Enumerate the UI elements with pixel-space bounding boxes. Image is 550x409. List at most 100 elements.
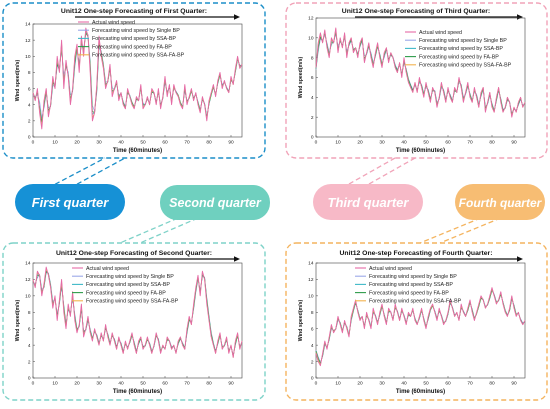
x-tick-label: 0 bbox=[315, 381, 318, 387]
x-tick-label: 0 bbox=[315, 140, 318, 146]
second-quarter-pill: Second quarter bbox=[160, 185, 270, 220]
y-tick-label: 6 bbox=[28, 86, 31, 92]
x-tick-label: 60 bbox=[445, 140, 451, 146]
y-tick-label: 8 bbox=[311, 55, 314, 61]
y-tick-label: 6 bbox=[311, 326, 314, 332]
legend-label-actual: Actual wind speed bbox=[86, 266, 129, 272]
y-tick-label: 2 bbox=[28, 119, 31, 125]
second-quarter-frame bbox=[2, 242, 266, 401]
x-tick-label: 80 bbox=[206, 381, 212, 387]
y-tick-label: 10 bbox=[25, 54, 31, 60]
legend-label-ssa-bp: Forecasting wind speed by SSA-BP bbox=[92, 36, 176, 42]
x-tick-label: 70 bbox=[467, 140, 473, 146]
x-axis-label: Time (60minutes) bbox=[113, 389, 162, 395]
y-tick-label: 14 bbox=[308, 261, 314, 267]
legend-label-actual: Actual wind speed bbox=[92, 20, 135, 26]
legend-label-ssa-fa-bp: Forecasting wind speed by SSA-FA-BP bbox=[369, 299, 462, 305]
y-tick-label: 2 bbox=[311, 115, 314, 121]
y-tick-label: 2 bbox=[311, 359, 314, 365]
y-tick-label: 14 bbox=[25, 261, 31, 267]
y-tick-label: 4 bbox=[311, 343, 314, 349]
x-tick-label: 40 bbox=[401, 140, 407, 146]
series-line-actual bbox=[315, 287, 526, 367]
y-tick-label: 8 bbox=[28, 70, 31, 76]
second-quarter-label: Second quarter bbox=[169, 196, 262, 210]
third-quarter-pill: Third quarter bbox=[313, 184, 423, 220]
x-tick-label: 70 bbox=[184, 381, 190, 387]
series-line-actual bbox=[32, 266, 243, 358]
x-tick-label: 90 bbox=[511, 381, 517, 387]
timeline-arrowhead bbox=[517, 14, 523, 20]
x-tick-label: 80 bbox=[206, 140, 212, 146]
first-quarter-pill: First quarter bbox=[15, 184, 125, 220]
legend-label-actual: Actual wind speed bbox=[419, 30, 462, 36]
first-quarter-connector bbox=[47, 157, 106, 189]
first-quarter-connector bbox=[69, 157, 126, 189]
first-quarter-chart: Unit12 One-step Forecasting of First Qua… bbox=[15, 8, 243, 154]
y-tick-label: 10 bbox=[25, 294, 31, 300]
x-axis-label: Time (60minutes) bbox=[396, 148, 445, 154]
y-axis-label: Wind speed(m/s) bbox=[15, 60, 21, 102]
x-tick-label: 30 bbox=[96, 381, 102, 387]
y-tick-label: 6 bbox=[311, 75, 314, 81]
plot-area bbox=[315, 262, 526, 379]
x-tick-label: 50 bbox=[140, 140, 146, 146]
y-tick-label: 0 bbox=[311, 376, 314, 382]
legend-label-ssa-bp: Forecasting wind speed by SSA-BP bbox=[369, 282, 453, 288]
legend-label-single-bp: Forecasting wind speed by Single BP bbox=[369, 274, 457, 280]
timeline-arrowhead bbox=[234, 256, 240, 262]
x-tick-label: 10 bbox=[335, 381, 341, 387]
y-axis-label: Wind speed(m/s) bbox=[15, 300, 21, 342]
fourth-quarter-frame bbox=[285, 242, 548, 401]
y-tick-label: 0 bbox=[311, 135, 314, 141]
y-tick-label: 12 bbox=[308, 16, 314, 22]
y-tick-label: 10 bbox=[308, 36, 314, 42]
legend-label-ssa-fa-bp: Forecasting wind speed by SSA-FA-BP bbox=[86, 299, 179, 305]
x-tick-label: 90 bbox=[228, 140, 234, 146]
y-tick-label: 0 bbox=[28, 135, 31, 141]
legend-label-ssa-bp: Forecasting wind speed by SSA-BP bbox=[86, 282, 170, 288]
y-tick-label: 10 bbox=[308, 294, 314, 300]
first-quarter-frame bbox=[2, 2, 266, 159]
plot-area bbox=[32, 262, 243, 379]
x-tick-label: 20 bbox=[74, 140, 80, 146]
y-tick-label: 8 bbox=[311, 310, 314, 316]
legend-label-fa-bp: Forecasting wind speed by FA-BP bbox=[92, 44, 172, 50]
x-tick-label: 50 bbox=[140, 381, 146, 387]
plot-area bbox=[32, 23, 243, 138]
fourth-quarter-chart: Unit12 One-step Forecasting of Fourth Qu… bbox=[298, 250, 526, 395]
y-tick-label: 8 bbox=[28, 310, 31, 316]
third-quarter-connector bbox=[341, 157, 396, 189]
x-tick-label: 40 bbox=[401, 381, 407, 387]
legend-label-fa-bp: Forecasting wind speed by FA-BP bbox=[369, 290, 449, 296]
legend-label-actual: Actual wind speed bbox=[369, 266, 412, 272]
legend-label-fa-bp: Forecasting wind speed by FA-BP bbox=[419, 54, 499, 60]
x-tick-label: 70 bbox=[184, 140, 190, 146]
x-tick-label: 10 bbox=[52, 140, 58, 146]
x-tick-label: 0 bbox=[32, 381, 35, 387]
chart-title: Unit12 One-step Forecasting of Second Qu… bbox=[56, 250, 212, 257]
x-tick-label: 50 bbox=[423, 140, 429, 146]
chart-title: Unit12 One-step Forecasting of First Qua… bbox=[61, 8, 207, 15]
x-tick-label: 60 bbox=[445, 381, 451, 387]
legend-label-ssa-fa-bp: Forecasting wind speed by SSA-FA-BP bbox=[92, 53, 185, 59]
x-tick-label: 90 bbox=[511, 140, 517, 146]
legend-label-single-bp: Forecasting wind speed by Single BP bbox=[92, 28, 180, 34]
fourth-quarter-pill: Fourth quarter bbox=[455, 184, 545, 220]
fourth-quarter-label: Fourth quarter bbox=[459, 196, 543, 210]
x-tick-label: 80 bbox=[489, 140, 495, 146]
legend-label-ssa-bp: Forecasting wind speed by SSA-BP bbox=[419, 46, 503, 52]
x-tick-label: 20 bbox=[74, 381, 80, 387]
x-tick-label: 60 bbox=[162, 140, 168, 146]
x-tick-label: 40 bbox=[118, 140, 124, 146]
first-quarter-label: First quarter bbox=[32, 195, 110, 210]
y-tick-label: 12 bbox=[308, 277, 314, 283]
x-tick-label: 10 bbox=[335, 140, 341, 146]
third-quarter-frame bbox=[285, 2, 548, 159]
y-tick-label: 14 bbox=[25, 22, 31, 28]
x-tick-label: 50 bbox=[423, 381, 429, 387]
y-axis-label: Wind speed(m/s) bbox=[298, 57, 304, 99]
x-tick-label: 30 bbox=[379, 140, 385, 146]
x-tick-label: 40 bbox=[118, 381, 124, 387]
